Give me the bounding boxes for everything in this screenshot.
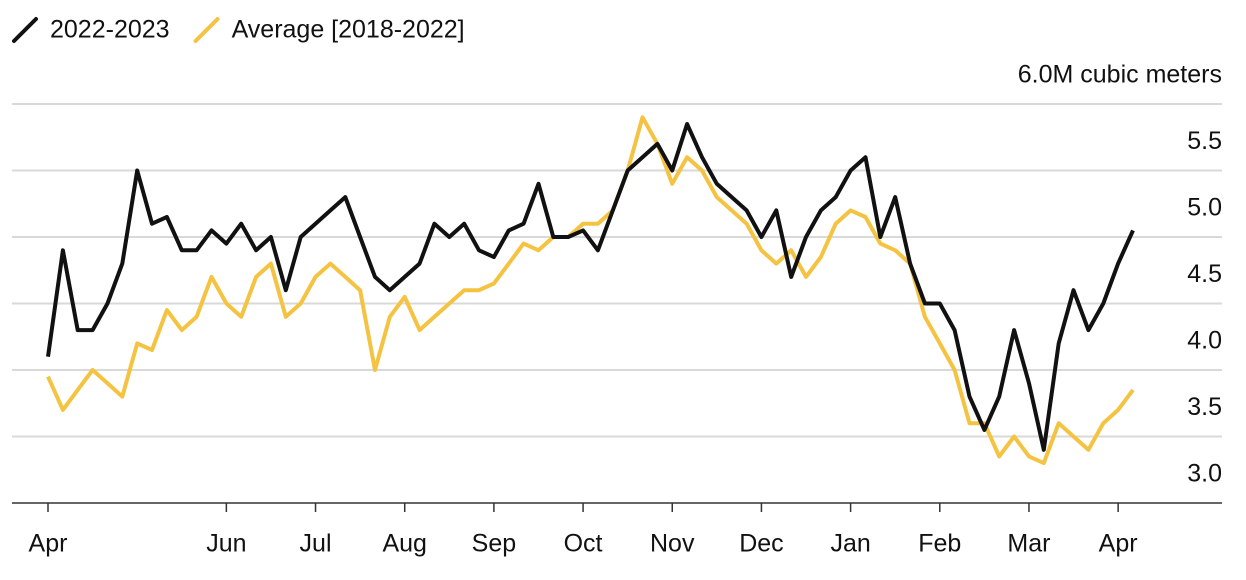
x-tick-label: Apr	[29, 530, 68, 558]
x-tick-label: Dec	[739, 530, 783, 558]
legend-label: Average [2018-2022]	[232, 16, 465, 44]
y-tick-label: 4.0	[1187, 327, 1222, 355]
x-tick-label: Jan	[830, 530, 870, 558]
x-tick-label: Nov	[650, 530, 695, 558]
legend-swatch	[12, 17, 38, 43]
y-tick-label: 3.0	[1187, 460, 1222, 488]
legend-label: 2022-2023	[50, 16, 170, 44]
x-tick-label: Apr	[1099, 530, 1138, 558]
x-tick-label: Mar	[1007, 530, 1050, 558]
legend-swatch	[193, 17, 220, 43]
x-tick-label: Aug	[382, 530, 426, 558]
y-tick-label: 5.0	[1187, 194, 1222, 222]
x-tick-label: Sep	[472, 530, 516, 558]
series-line	[46, 122, 1135, 452]
y-tick-label: 6.0M cubic meters	[1018, 61, 1222, 89]
y-tick-label: 5.5	[1187, 127, 1222, 155]
y-tick-label: 4.5	[1187, 260, 1222, 288]
x-tick-label: Oct	[564, 530, 603, 558]
x-tick-label: Jun	[206, 530, 246, 558]
y-tick-label: 3.5	[1187, 393, 1222, 421]
series-line	[46, 115, 1135, 466]
x-tick-label: Jul	[300, 530, 332, 558]
x-tick-label: Feb	[918, 530, 961, 558]
